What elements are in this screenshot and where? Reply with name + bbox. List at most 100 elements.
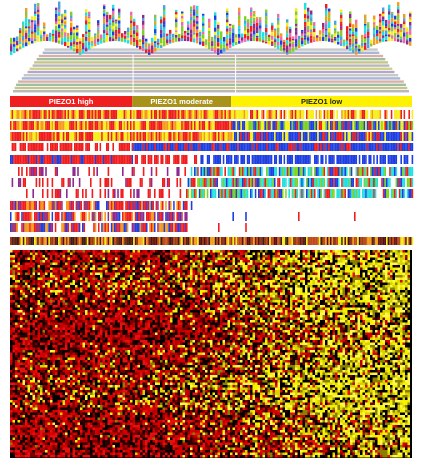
- track-cell: [191, 132, 193, 141]
- dendrogram-leaf: [76, 49, 78, 53]
- heatmap-cell: [13, 263, 16, 266]
- heatmap-cell: [405, 275, 408, 278]
- track-cell: [244, 178, 246, 187]
- heatmap-cell: [103, 258, 106, 261]
- dendrogram-leaf: [139, 42, 141, 46]
- track-cell: [391, 155, 393, 164]
- track-cell: [346, 167, 348, 176]
- track-cell: [216, 155, 218, 164]
- track-cell: [181, 110, 183, 119]
- heatmap-cell: [373, 253, 376, 256]
- track-cell: [188, 178, 190, 187]
- heatmap-cell: [328, 268, 331, 271]
- dendrogram-leaf: [394, 16, 396, 20]
- track-cell: [136, 189, 138, 198]
- dendrogram-leaf: [205, 39, 207, 43]
- track-cell: [269, 167, 271, 176]
- track-cell: [61, 178, 63, 187]
- track-cell: [402, 167, 404, 176]
- dendrogram-leaf: [355, 32, 357, 36]
- track-cell: [340, 167, 342, 176]
- track-cell: [292, 121, 294, 130]
- heatmap-cell: [373, 265, 376, 268]
- heatmap-cell: [285, 258, 288, 261]
- heatmap-cell: [108, 270, 111, 273]
- dendrogram-leaf: [145, 43, 147, 47]
- dendrogram-leaf: [187, 27, 189, 30]
- track-cell: [119, 201, 121, 210]
- dendrogram-leaf: [106, 25, 108, 27]
- track-cell: [362, 110, 364, 119]
- dendrogram-leaf: [163, 44, 165, 46]
- track-cell: [176, 143, 178, 151]
- track-cell: [71, 132, 73, 141]
- dendrogram-leaf: [268, 35, 270, 37]
- track-cell: [106, 201, 108, 210]
- track-cell: [15, 155, 17, 164]
- heatmap-cell: [110, 275, 113, 278]
- heatmap-cell: [378, 258, 381, 261]
- dendrogram-leaf: [259, 19, 261, 22]
- dendrogram-leaf: [34, 36, 36, 39]
- track-cell: [204, 189, 206, 198]
- track-cell: [204, 237, 206, 245]
- heatmap-cell: [358, 260, 361, 263]
- track-cell: [168, 121, 170, 130]
- track-cell: [333, 155, 335, 164]
- heatmap-cell: [68, 255, 71, 258]
- track-cell: [162, 189, 164, 198]
- track-cell: [266, 167, 268, 176]
- track-cell: [204, 121, 206, 130]
- track-cell: [138, 212, 140, 221]
- track-cell: [172, 201, 174, 210]
- track-cell: [47, 237, 49, 245]
- track-cell: [157, 121, 159, 130]
- track-cell: [199, 143, 201, 151]
- track-cell: [327, 189, 329, 198]
- dendrogram-leaf: [220, 48, 222, 50]
- dendrogram-leaf: [277, 42, 279, 46]
- track-cell: [290, 189, 292, 198]
- track-cell: [21, 212, 23, 221]
- dendrogram-leaf: [202, 39, 204, 42]
- track-cell: [392, 110, 394, 119]
- track-cell: [224, 143, 226, 151]
- track-cell: [215, 132, 217, 141]
- track-cell: [277, 189, 279, 198]
- track-cell: [200, 143, 202, 151]
- heatmap-cell: [295, 275, 298, 278]
- heatmap-cell: [218, 255, 221, 258]
- track-cell: [375, 167, 377, 176]
- dendrogram-leaf: [127, 40, 129, 43]
- heatmap-cell: [223, 270, 226, 273]
- heatmap-cell: [248, 260, 251, 263]
- heatmap-cell: [298, 275, 301, 278]
- track-cell: [218, 132, 220, 141]
- track-cell: [274, 143, 276, 151]
- heatmap-cell: [83, 260, 86, 263]
- track-cell: [188, 121, 190, 130]
- track-cell: [184, 223, 186, 232]
- track-cell: [349, 110, 351, 119]
- track-cell: [229, 178, 231, 187]
- heatmap-cell: [408, 273, 411, 276]
- track-cell: [261, 167, 263, 176]
- dendrogram-leaf: [109, 23, 111, 25]
- track-cell: [202, 132, 204, 141]
- track-cell: [284, 178, 286, 187]
- heatmap-cell: [370, 275, 373, 278]
- track-cell: [98, 201, 100, 210]
- dendrogram-leaf: [397, 26, 399, 29]
- heatmap-cell: [153, 260, 156, 263]
- track-cell: [410, 143, 412, 151]
- heatmap-cell: [143, 268, 146, 271]
- heatmap-cell: [110, 253, 113, 256]
- dendrogram-leaf: [346, 31, 348, 35]
- dendrogram-leaf: [226, 22, 228, 26]
- heatmap-cell: [73, 268, 76, 271]
- track-cell: [162, 178, 164, 187]
- heatmap-cell: [115, 258, 118, 261]
- track-cell: [341, 178, 343, 187]
- track-cell: [61, 237, 63, 245]
- track-cell: [332, 121, 334, 130]
